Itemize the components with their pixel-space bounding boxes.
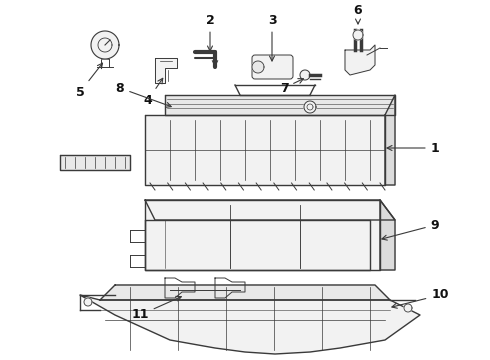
Polygon shape [404,304,412,312]
Polygon shape [100,285,390,300]
Text: 1: 1 [387,141,440,154]
Text: 11: 11 [131,296,181,321]
Text: 6: 6 [354,4,362,24]
Text: 2: 2 [206,14,215,51]
Text: 7: 7 [280,78,303,95]
Polygon shape [145,200,395,220]
Text: 9: 9 [382,219,440,240]
Text: 3: 3 [268,14,276,61]
Polygon shape [155,58,177,83]
Polygon shape [300,70,310,80]
Polygon shape [353,30,363,40]
Polygon shape [84,298,92,306]
Polygon shape [145,220,370,270]
Text: 10: 10 [392,288,449,308]
Text: 8: 8 [116,81,171,107]
Polygon shape [60,155,130,170]
Polygon shape [385,95,395,185]
FancyBboxPatch shape [252,55,293,79]
Text: 4: 4 [144,78,163,107]
Polygon shape [91,31,119,59]
Polygon shape [145,115,385,185]
Polygon shape [252,61,264,73]
Polygon shape [380,200,395,270]
Polygon shape [80,295,420,354]
Polygon shape [145,200,380,270]
Polygon shape [165,95,395,115]
Polygon shape [345,45,375,75]
Text: 5: 5 [75,63,102,99]
Polygon shape [304,101,316,113]
